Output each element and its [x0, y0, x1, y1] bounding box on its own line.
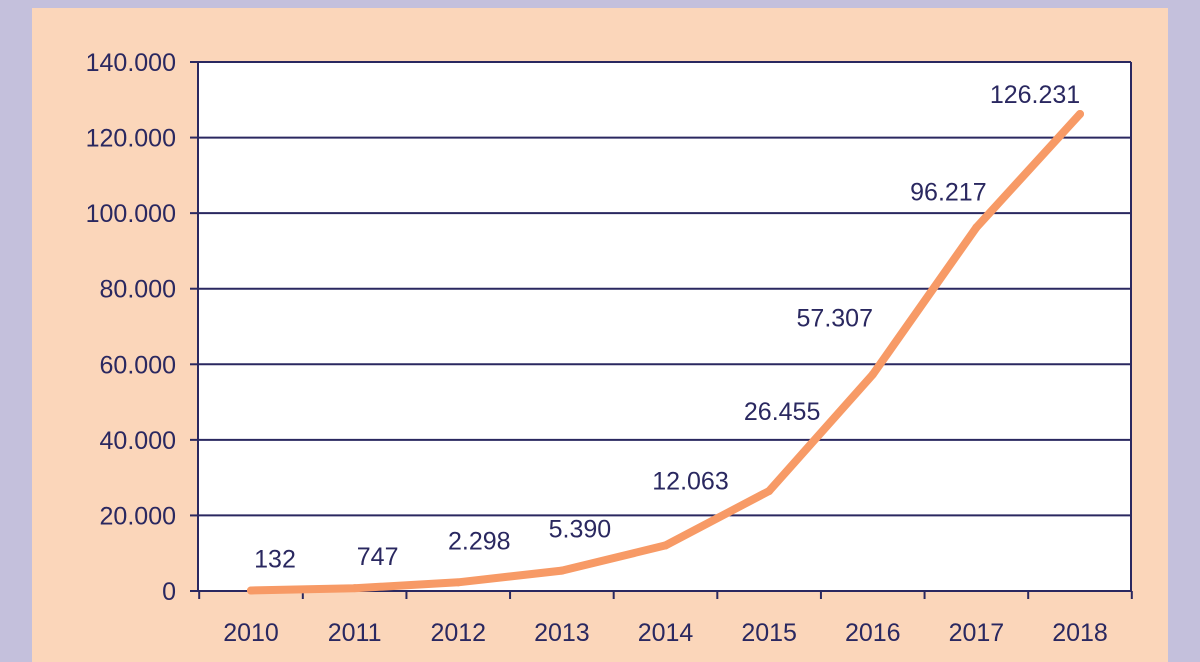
y-axis: 0 20.000 40.000 60.000 80.000 100.000 120.000 1… — [86, 49, 198, 606]
data-point — [868, 370, 877, 379]
x-tick-label: 2017 — [949, 619, 1005, 647]
y-tick-label: 0 — [162, 578, 176, 606]
x-tick-label: 2018 — [1052, 619, 1108, 647]
data-label: 12.063 — [652, 467, 728, 495]
x-tick-label: 2010 — [223, 619, 279, 647]
data-label: 57.307 — [797, 304, 873, 332]
series-group — [247, 110, 1084, 595]
x-tick-label: 2011 — [328, 619, 382, 647]
y-tick-label: 140.000 — [86, 49, 176, 77]
data-label: 747 — [357, 543, 399, 571]
x-tick-label: 2013 — [534, 619, 590, 647]
data-label: 26.455 — [744, 398, 820, 426]
x-tick-label: 2016 — [845, 619, 901, 647]
x-tick-label: 2012 — [430, 619, 486, 647]
plot-area — [198, 62, 1131, 591]
data-point — [350, 584, 359, 593]
data-label: 132 — [254, 546, 296, 574]
data-point — [1076, 110, 1084, 119]
data-point — [972, 223, 981, 232]
y-tick-label: 80.000 — [100, 276, 176, 304]
data-point — [765, 487, 774, 496]
data-point — [247, 586, 255, 595]
data-label: 126.231 — [990, 81, 1080, 109]
y-tick-label: 20.000 — [100, 502, 176, 530]
y-tick-label: 60.000 — [100, 351, 176, 379]
y-tick-label: 120.000 — [86, 125, 176, 153]
data-point — [661, 541, 670, 550]
data-point — [557, 566, 566, 575]
data-label: 2.298 — [448, 527, 511, 555]
x-tick-label: 2014 — [638, 619, 694, 647]
data-point — [454, 578, 463, 587]
x-axis: 2010 2011 2012 2013 2014 2015 2016 2017 2018 — [198, 591, 1133, 647]
data-label: 96.217 — [910, 178, 986, 206]
data-label: 5.390 — [549, 516, 612, 544]
y-tick-label: 40.000 — [100, 427, 176, 455]
x-tick-label: 2015 — [741, 619, 797, 647]
data-labels: 132 747 2.298 5.390 12.063 26.455 57.307 96.217… — [254, 81, 1080, 573]
y-tick-label: 100.000 — [86, 200, 176, 228]
